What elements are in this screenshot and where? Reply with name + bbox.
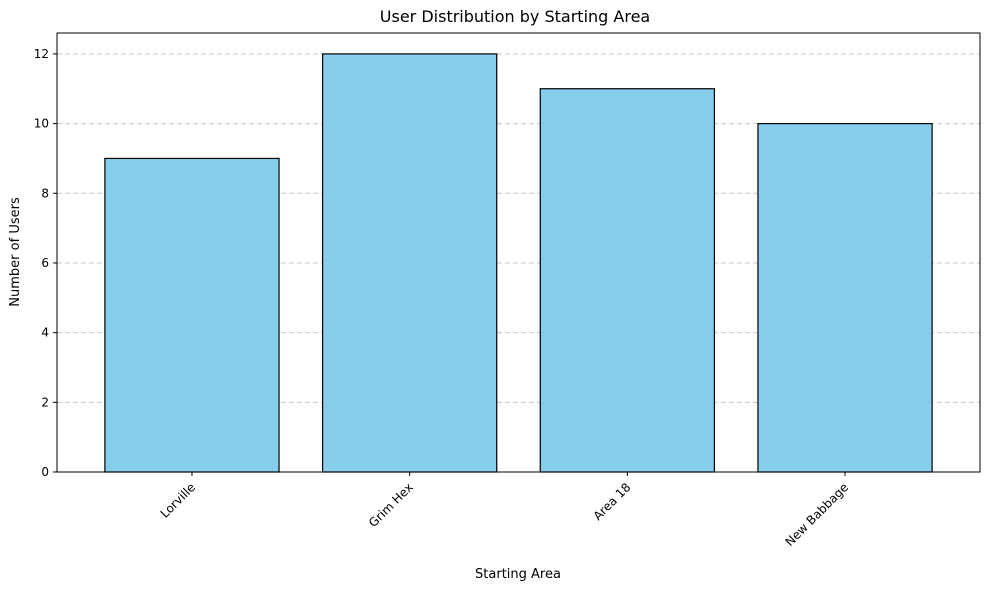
y-tick-label: 0 [41,465,49,479]
y-tick-label: 8 [41,186,49,200]
y-axis-ticks: 0 2 4 6 8 10 12 [34,47,57,479]
plot-area-frame [56,32,981,473]
bars [104,53,933,473]
x-tick-label: Area 18 [591,480,634,523]
y-tick-label: 12 [34,47,49,61]
x-tick-label: Lorville [158,480,198,520]
bar-area-18 [539,88,716,473]
bar-new-babbage [757,122,933,473]
bar-lorville [104,157,280,473]
x-axis-ticks: Lorville Grim Hex Area 18 New Babbage [158,472,851,549]
y-tick-label: 10 [34,117,49,131]
y-tick-label: 2 [41,395,49,409]
bar-grim-hex [321,53,498,473]
y-axis-label: Number of Users [8,197,23,307]
x-axis-label: Starting Area [475,567,561,582]
y-tick-label: 6 [41,256,49,270]
y-tick-label: 4 [41,326,49,340]
chart-title: User Distribution by Starting Area [380,7,650,26]
x-tick-label: New Babbage [782,480,851,549]
x-tick-label: Grim Hex [366,480,416,530]
